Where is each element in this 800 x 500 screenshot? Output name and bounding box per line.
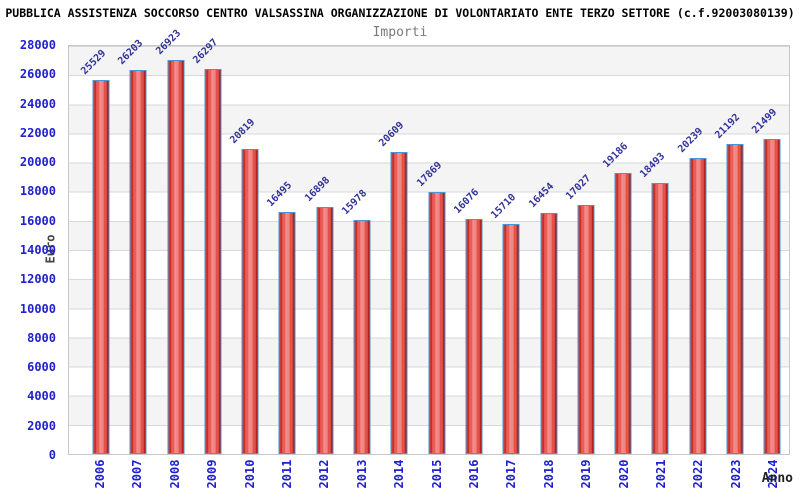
x-tick-label: 2014 [392, 459, 407, 489]
bar-2020 [614, 173, 632, 454]
bar-value-label: 16454 [526, 181, 556, 211]
bar-value-label: 16898 [302, 174, 332, 204]
x-tick-label: 2013 [354, 459, 369, 489]
bar-value-label: 19186 [601, 140, 631, 171]
y-tick-label: 2000 [27, 418, 56, 433]
y-axis: 0 2000 4000 6000 8000 10000 12000 14000 16000 180… [0, 38, 62, 462]
x-tick-label: 2022 [691, 459, 706, 489]
y-tick-label: 12000 [19, 272, 56, 287]
bar-2008 [167, 59, 184, 454]
bar-value-label: 16076 [452, 186, 482, 216]
x-axis: 2006 2007 2008 2009 2010 2011 2012 2013 2014 2015… [68, 455, 790, 500]
x-tick-label: 2019 [579, 459, 594, 489]
bar-value-label: 26297 [191, 36, 221, 66]
bar-value-label: 16495 [265, 180, 295, 210]
y-tick-label: 16000 [19, 213, 56, 228]
x-tick-label: 2008 [167, 459, 182, 489]
x-tick-label: 2009 [205, 459, 220, 489]
x-tick-label: 2015 [429, 459, 444, 489]
y-tick-label: 22000 [19, 125, 56, 140]
x-tick-label: 2007 [130, 459, 145, 489]
y-tick-label: 18000 [19, 184, 56, 199]
bar-2011 [278, 212, 296, 454]
bar-value-label: 21499 [750, 107, 780, 137]
bar-2021 [651, 183, 669, 454]
x-tick-label: 2011 [280, 459, 295, 489]
y-tick-label: 0 [48, 448, 56, 462]
x-tick-label: 2021 [654, 459, 669, 489]
bar-value-label: 25529 [79, 48, 109, 78]
bar-value-label: 20819 [228, 117, 258, 147]
bar-2023 [726, 143, 744, 454]
y-tick-label: 8000 [27, 330, 56, 345]
bar-2009 [204, 68, 222, 454]
bar-2012 [316, 206, 334, 454]
y-tick-label: 20000 [19, 155, 56, 170]
bar-2019 [577, 204, 595, 454]
bar-2015 [428, 192, 446, 454]
x-tick-label: 2010 [242, 459, 257, 489]
x-axis-title: Anno [761, 471, 793, 486]
bar-2014 [390, 152, 408, 454]
x-tick-label: 2016 [467, 459, 482, 489]
bar-2007 [129, 70, 147, 454]
y-tick-label: 14000 [19, 243, 56, 257]
chart-title: PUBBLICA ASSISTENZA SOCCORSO CENTRO VALS… [5, 6, 795, 20]
y-tick-label: 4000 [27, 389, 56, 404]
x-tick-label: 2018 [541, 459, 556, 489]
bar-2016 [465, 218, 483, 454]
bar-2017 [502, 223, 520, 454]
bar-value-label: 17027 [564, 172, 594, 202]
y-tick-label: 24000 [19, 96, 56, 111]
bar-value-label: 20239 [675, 125, 706, 155]
bar-2018 [540, 213, 558, 454]
bar-value-label: 15978 [340, 187, 370, 218]
bar-2006 [92, 80, 110, 454]
bar-value-label: 15710 [489, 191, 519, 221]
bar-2013 [353, 220, 371, 454]
bar-2022 [689, 157, 707, 454]
y-tick-label: 10000 [19, 301, 56, 316]
bar-value-label: 18493 [638, 151, 668, 181]
y-tick-label: 26000 [19, 67, 56, 82]
x-tick-label: 2006 [92, 459, 107, 489]
bar-value-label: 26203 [116, 38, 146, 68]
bar-value-label: 17869 [414, 160, 444, 190]
bar-value-label: 21192 [713, 111, 743, 141]
x-tick-label: 2023 [728, 459, 743, 489]
bar-value-label: 20609 [377, 120, 407, 150]
x-tick-label: 2012 [317, 459, 332, 489]
y-tick-label: 6000 [27, 360, 56, 375]
bar-2010 [241, 149, 259, 454]
y-tick-label: 28000 [19, 38, 56, 52]
x-tick-label: 2017 [504, 459, 519, 489]
plot-area: 25529 26203 26923 26297 20819 16495 16898 15978… [68, 28, 790, 455]
bar-2024 [763, 139, 781, 454]
x-tick-label: 2020 [616, 459, 631, 489]
chart-subtitle: Importi [372, 25, 428, 40]
